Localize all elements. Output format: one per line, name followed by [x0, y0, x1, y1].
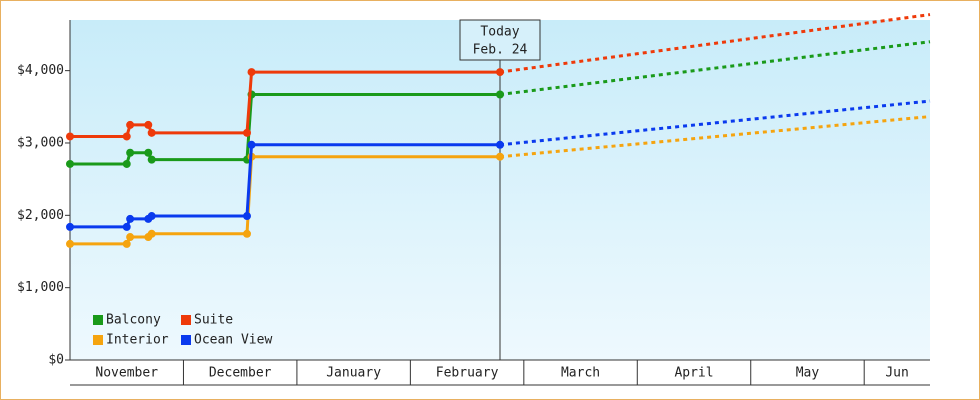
point — [66, 132, 74, 141]
today-label: Today — [480, 25, 519, 40]
point — [144, 148, 153, 157]
point — [66, 239, 74, 248]
x-month-label: February — [436, 366, 499, 381]
point — [247, 68, 256, 77]
forecast-line — [499, 13, 931, 74]
point — [242, 128, 251, 137]
point — [496, 68, 504, 77]
x-month-label: November — [95, 366, 158, 381]
legend-label: Balcony — [106, 313, 161, 328]
point — [126, 233, 135, 242]
x-month-label: January — [326, 366, 381, 381]
point — [496, 152, 504, 161]
legend-label: Ocean View — [194, 333, 272, 348]
x-month-label: December — [209, 366, 272, 381]
point — [147, 128, 156, 137]
x-month-label: April — [674, 366, 713, 381]
point — [66, 222, 74, 231]
legend-swatch — [181, 335, 191, 345]
x-month-label: March — [561, 366, 600, 381]
legend-swatch — [93, 315, 103, 325]
point — [122, 239, 131, 248]
x-month-label: May — [796, 366, 820, 381]
point — [126, 214, 135, 223]
y-tick-label: $4,000 — [17, 63, 64, 78]
point — [242, 212, 251, 221]
today-box — [459, 19, 541, 61]
legend-swatch — [93, 335, 103, 345]
point — [126, 120, 135, 129]
forecast-line — [499, 40, 931, 96]
y-tick-label: $1,000 — [17, 280, 64, 295]
x-month-label: Jun — [885, 366, 908, 381]
point — [126, 148, 135, 157]
point — [122, 222, 131, 231]
legend-label: Suite — [194, 313, 233, 328]
forecast-line — [499, 99, 931, 147]
legend-swatch — [181, 315, 191, 325]
point — [144, 120, 153, 129]
legend-label: Interior — [106, 333, 169, 348]
y-tick-label: $2,000 — [17, 208, 64, 223]
today-label: Feb. 24 — [473, 43, 528, 58]
point — [66, 159, 74, 168]
y-tick-label: $3,000 — [17, 135, 64, 150]
point — [496, 90, 504, 99]
point — [122, 132, 131, 141]
point — [496, 140, 504, 149]
point — [147, 212, 156, 221]
point — [147, 229, 156, 238]
point — [122, 159, 131, 168]
point — [147, 155, 156, 164]
y-tick-label: $0 — [48, 353, 64, 368]
point — [242, 229, 251, 238]
point — [247, 140, 256, 149]
